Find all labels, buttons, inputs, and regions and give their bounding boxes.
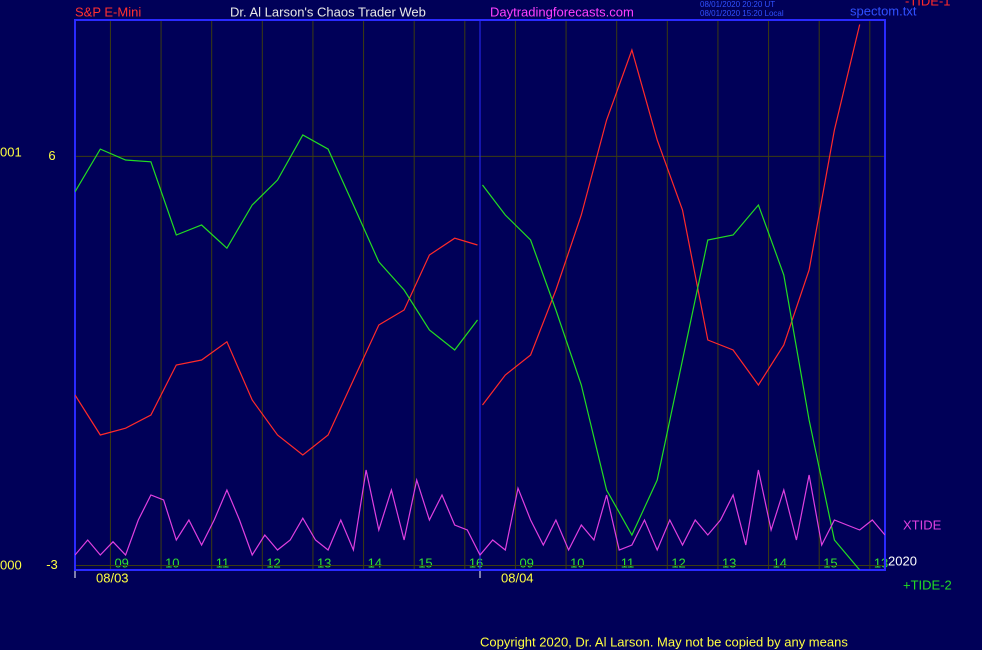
x-tick-label: 09 — [114, 555, 128, 570]
x-tick-label: 11 — [621, 555, 635, 570]
x-tick-label: 10 — [165, 555, 179, 570]
x-tick-label: 13 — [317, 555, 331, 570]
x-tick-label: 12 — [266, 555, 280, 570]
x-tick-label: 14 — [773, 555, 787, 570]
series-line — [75, 469, 885, 557]
legend-label: XTIDE — [903, 517, 942, 532]
stamp-local: 08/01/2020 15:20 Local — [700, 9, 784, 18]
x-tick-label: 10 — [570, 555, 584, 570]
year: 2020 — [888, 553, 917, 568]
side-label: 001 — [0, 144, 22, 159]
x-tick-label: 13 — [874, 555, 888, 570]
copyright: Copyright 2020, Dr. Al Larson. May not b… — [480, 634, 848, 649]
legend-label: +TIDE-2 — [903, 577, 952, 592]
side-label: 000 — [0, 557, 22, 572]
x-tick-label: 13 — [722, 555, 736, 570]
x-tick-label: 09 — [519, 555, 533, 570]
y-tick-label: -3 — [46, 557, 58, 572]
series-line — [75, 134, 861, 570]
x-tick-label: 15 — [823, 555, 837, 570]
site-name: Dr. Al Larson's Chaos Trader Web — [230, 4, 426, 19]
instrument: S&P E-Mini — [75, 4, 141, 19]
site-url: Daytradingforecasts.com — [490, 4, 634, 19]
stamp-ut: 08/01/2020 20:20 UT — [700, 0, 775, 9]
x-tick-label: 16 — [469, 555, 483, 570]
series-line — [75, 24, 861, 456]
x-tick-label: 11 — [216, 555, 230, 570]
x-tick-label: 12 — [671, 555, 685, 570]
x-tick-label: 15 — [418, 555, 432, 570]
legend-label: -TIDE-1 — [905, 0, 951, 8]
file-name: spectom.txt — [850, 3, 917, 18]
plot-border — [74, 19, 886, 571]
date-label: 08/03 — [96, 570, 129, 585]
x-tick-label: 14 — [368, 555, 382, 570]
date-label: 08/04 — [501, 570, 534, 585]
y-tick-label: 6 — [48, 148, 55, 163]
